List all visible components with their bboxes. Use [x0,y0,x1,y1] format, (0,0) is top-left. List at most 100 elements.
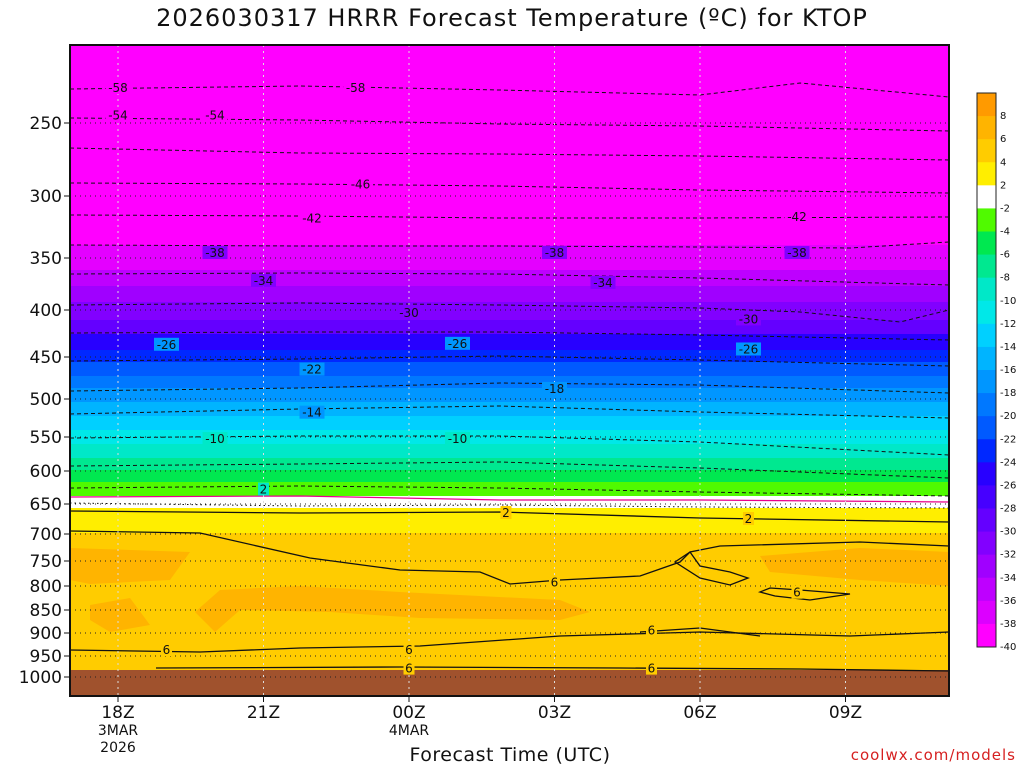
contour-label: -38 [205,246,225,260]
colorbar-label: -4 [1000,227,1010,238]
contour-line [70,82,949,98]
contour-label-bg [590,275,616,289]
fill-band [70,416,949,430]
colorbar-label: -28 [1000,504,1016,515]
contour-label: 2 [745,512,753,526]
colorbar-label: 6 [1000,134,1006,145]
y-tick-label: 700 [30,525,62,545]
contour-label-bg [743,512,754,525]
contour-line [70,510,949,523]
contour-label: -26 [739,342,759,356]
colorbar-label: 8 [1000,111,1006,122]
y-tick-label: 850 [30,601,62,621]
colorbar-swatch [977,116,996,140]
x-date-label: 4MAR [389,723,430,739]
colorbar-swatch [977,323,996,348]
colorbar-swatch [977,208,996,232]
fill-band [70,444,949,458]
colorbar-label: -26 [1000,480,1016,491]
colorbar-swatch [977,439,996,463]
contour-label: 6 [551,576,559,590]
contour-label-bg [784,246,810,260]
colorbar-label: 2 [1000,180,1006,191]
colorbar-swatch [977,393,996,417]
contour-label: -10 [448,432,468,446]
contour-label: 2 [502,506,510,520]
contour-label: 6 [793,586,801,600]
contour-line-layer [70,82,949,672]
y-tick-label: 750 [30,552,62,572]
contour-line [70,382,949,394]
contour-line [70,147,949,161]
colorbar-swatch [977,508,996,533]
contour-label: -58 [108,81,128,95]
contour-label-bg [343,80,369,94]
contour-line [70,117,949,132]
y-axis: 250 300 350 400 450 500 550 600 650 700 750 800 850 9… [19,114,70,688]
contour-label-bg [161,643,172,657]
fill-band [70,302,949,320]
y-tick-label: 400 [30,301,62,321]
x-date-label: 2026 [100,740,136,756]
contour-line [70,435,949,456]
contour-label-bg [251,273,276,287]
colorbar-label: -36 [1000,596,1016,607]
contour-line [70,485,949,497]
contour-label-bg [299,405,325,419]
y-tick-label: 350 [30,249,62,269]
contour-label-bg [299,211,325,225]
contour-label-bg [202,246,228,260]
colorbar-swatch [977,554,996,579]
fill-blob [760,548,949,586]
colorbar-label: -2 [1000,203,1010,214]
contour-label: -26 [448,337,468,351]
fill-band [70,402,949,416]
colorbar-label: -8 [1000,273,1010,284]
colorbar-swatch [977,370,996,394]
contour-label-bg [736,312,761,326]
contour-label: -54 [108,109,128,123]
y-tick-label: 900 [30,624,62,644]
y-tick-label: 950 [30,647,62,667]
contour-line [673,551,750,586]
colorbar-swatch [977,416,996,440]
fill-blob [90,598,150,632]
contour-line [70,355,949,367]
colorbar-label: -10 [1000,296,1016,307]
contour-label: -26 [157,338,177,352]
contour-line [70,461,949,479]
contour-label: 6 [405,643,413,657]
x-tick-label: 00Z [392,703,425,723]
contour-label: 6 [648,624,656,638]
colorbar-swatch [977,93,996,117]
contour-label-bg [445,336,470,350]
y-tick-label: 550 [30,428,62,448]
colorbar-swatch [977,623,996,648]
y-tick-label: 250 [30,114,62,134]
fill-band [70,362,949,376]
fill-band [70,482,949,496]
contour-line [70,241,949,249]
colorbar-label: -32 [1000,550,1016,561]
contour-label-bg [105,108,131,122]
temperature-fill-layer [70,45,949,696]
y-tick-label: 300 [30,187,62,207]
fill-band [70,45,949,260]
contour-label-bg [646,623,657,637]
fill-blob [70,548,190,584]
y-tick-label: 450 [30,348,62,368]
colorbar-swatch [977,277,996,302]
credit-link[interactable]: coolwx.com/models [850,746,1016,764]
colorbar-label: -6 [1000,250,1010,261]
contour-label: -30 [739,312,759,326]
fill-band [70,350,949,362]
contour-label-bg [403,661,415,675]
colorbar-swatch [977,254,996,279]
chart-title: 2026030317 HRRR Forecast Temperature (ºC… [156,4,868,32]
contour-label-bg [791,585,803,599]
fill-band [70,496,949,508]
contour-label: -34 [593,276,613,290]
contour-label: 6 [163,643,171,657]
colorbar: 8 6 4 2 -2 -4 -6 -8 -10 -12 -14 -16 -18 -20 -22 -24 -26 -… [976,92,1016,653]
colorbar-label: -18 [1000,388,1016,399]
